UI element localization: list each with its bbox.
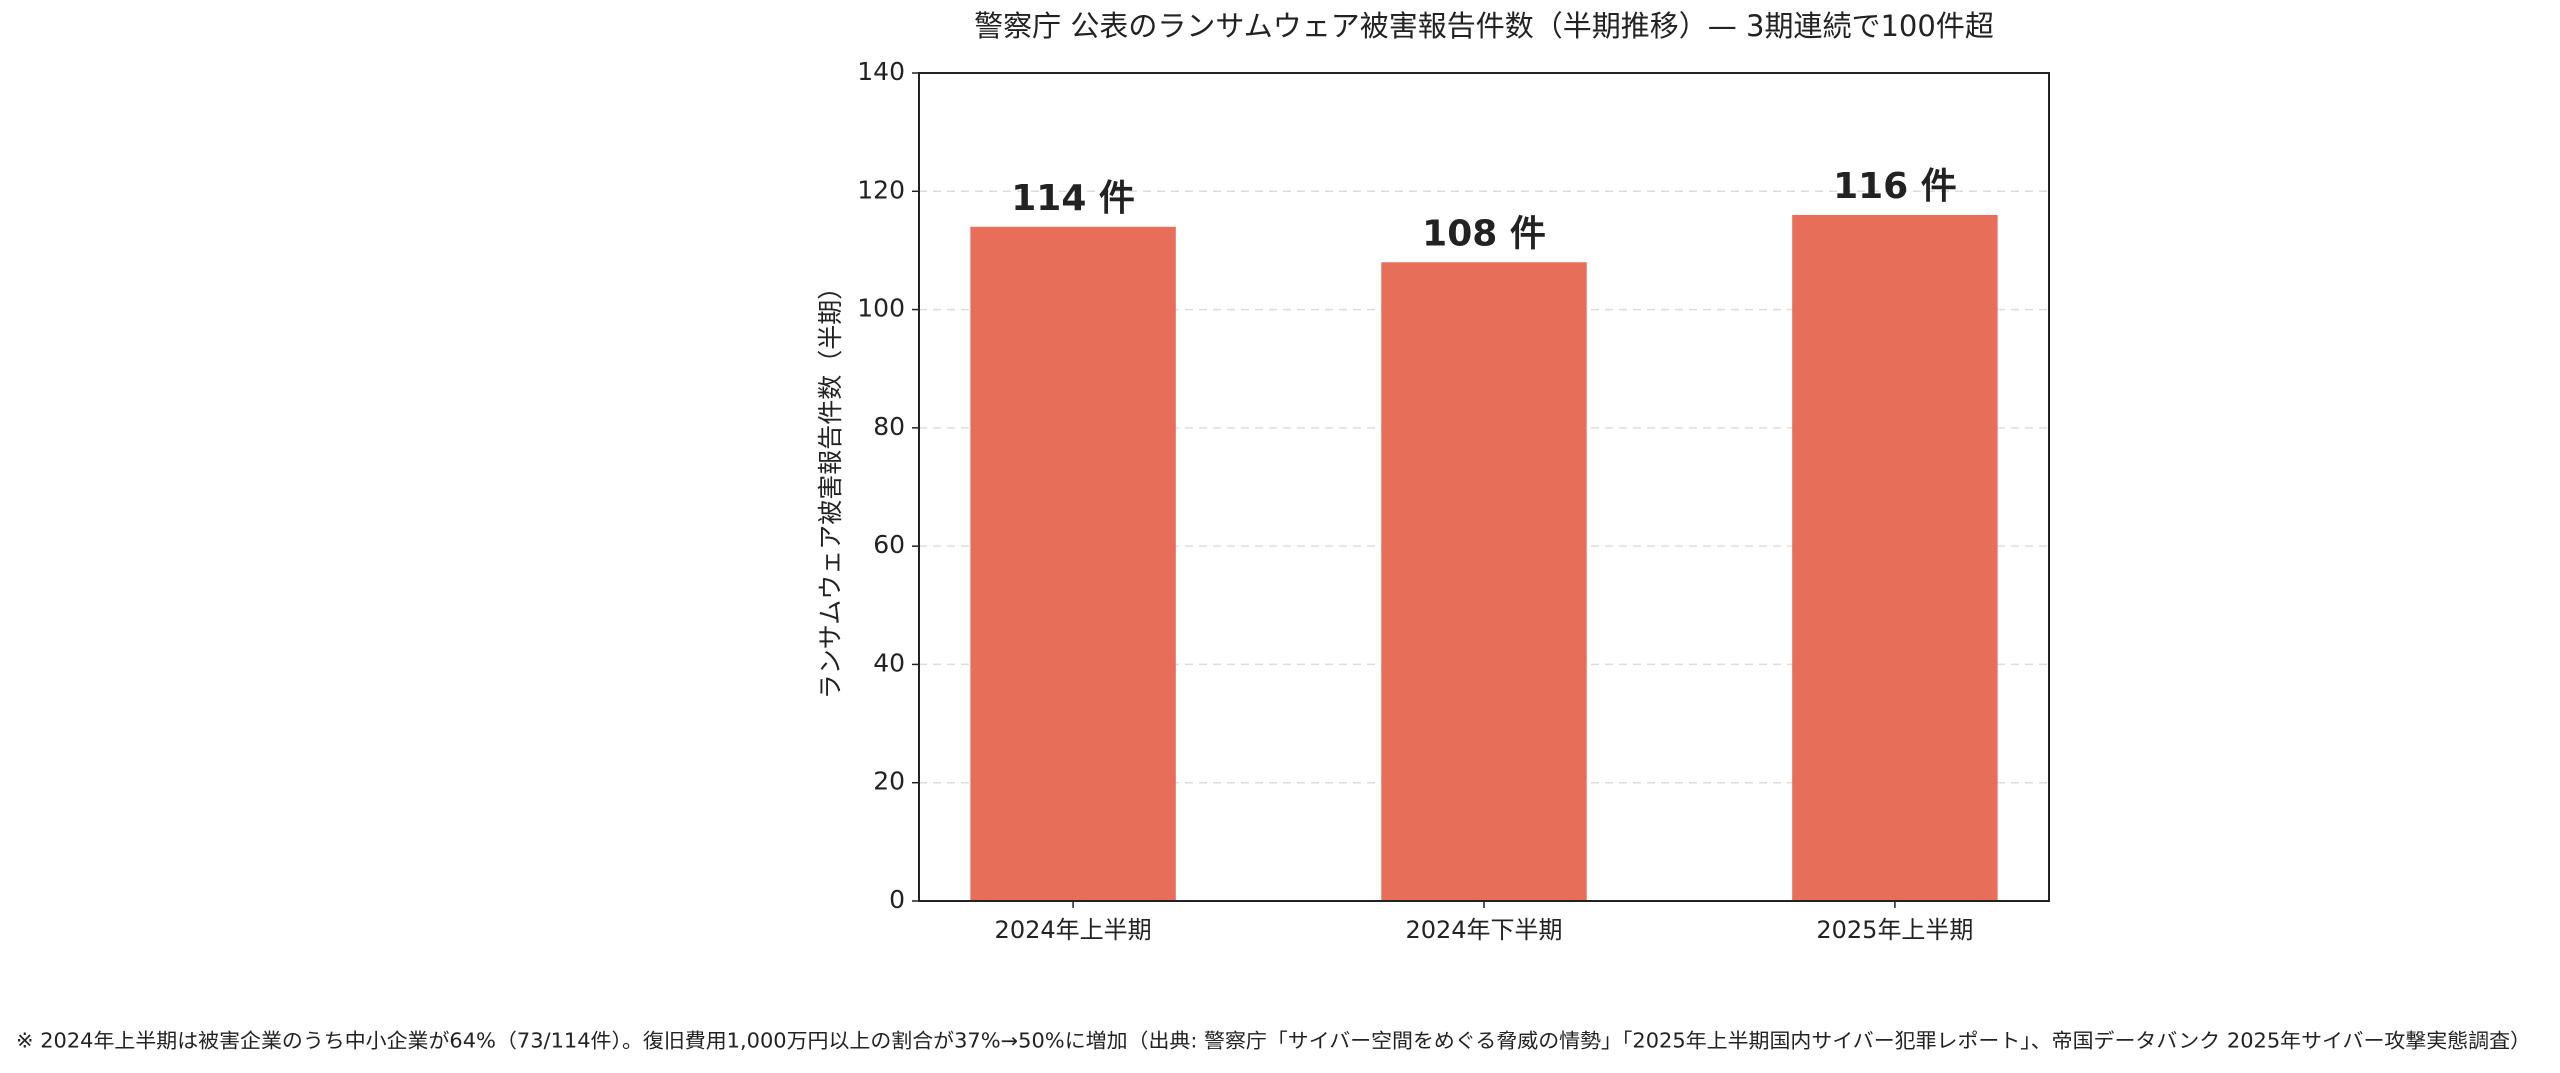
x-tick-label: 2024年下半期 xyxy=(1405,916,1562,944)
value-label: 114 件 xyxy=(1011,178,1135,219)
y-tick-label: 0 xyxy=(889,885,905,914)
y-tick-label: 40 xyxy=(873,648,905,677)
y-tick-label: 140 xyxy=(857,57,905,86)
value-label: 108 件 xyxy=(1422,213,1546,254)
y-tick-label: 80 xyxy=(873,412,905,441)
plot-frame xyxy=(918,72,2050,902)
bar xyxy=(1792,214,1998,901)
footnote: ※ 2024年上半期は被害企業のうち中小企業が64%（73/114件）。復旧費用… xyxy=(16,1029,2531,1053)
bar xyxy=(970,226,1176,901)
y-tick-label: 120 xyxy=(857,175,905,204)
chart-title: 警察庁 公表のランサムウェア被害報告件数（半期推移）— 3期連続で100件超 xyxy=(974,9,1994,43)
y-tick-label: 60 xyxy=(873,530,905,559)
value-label: 116 件 xyxy=(1833,166,1957,207)
y-tick-label: 100 xyxy=(857,294,905,323)
y-tick-label: 20 xyxy=(873,767,905,796)
bar xyxy=(1381,262,1587,901)
x-tick-label: 2024年上半期 xyxy=(995,916,1152,944)
y-axis-label: ランサムウェア被害報告件数（半期） xyxy=(816,275,845,700)
x-tick-label: 2025年上半期 xyxy=(1816,916,1973,944)
